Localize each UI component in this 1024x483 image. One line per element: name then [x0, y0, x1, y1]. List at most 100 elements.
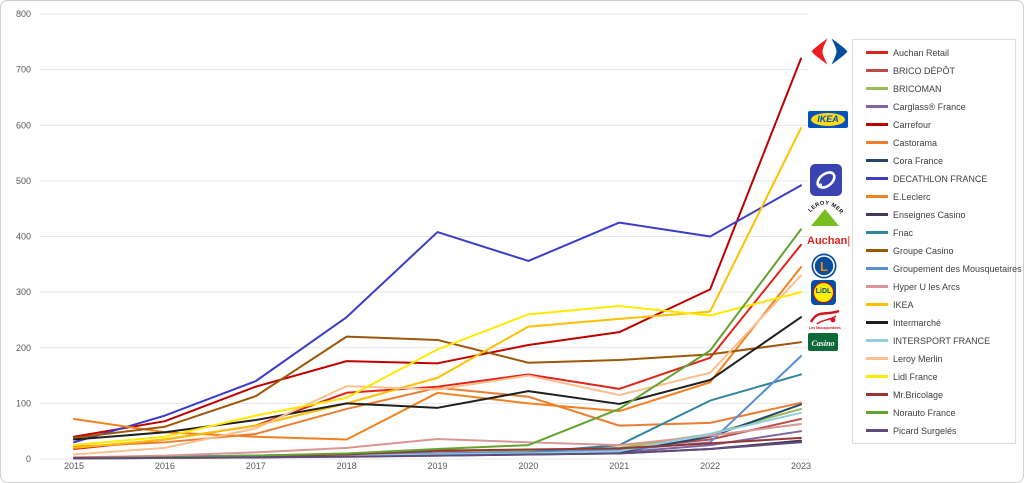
legend-item-leroy-merlin[interactable]: Leroy Merlin — [866, 351, 1015, 366]
x-axis-tick-label: 2015 — [64, 461, 84, 471]
series-line-ikea[interactable] — [73, 127, 802, 449]
legend-swatch-castorama — [866, 141, 888, 144]
legend-swatch-e-leclerc — [866, 195, 888, 198]
legend-item-fnac[interactable]: Fnac — [866, 225, 1015, 240]
x-axis-tick-label: 2016 — [155, 461, 175, 471]
legend-swatch-enseignes-casino — [866, 213, 888, 216]
legend-swatch-carrefour — [866, 123, 888, 126]
leclerc-logo: L — [811, 253, 837, 279]
legend-item-groupe-casino[interactable]: Groupe Casino — [866, 243, 1015, 258]
lidl-logo-text: LiDL — [815, 288, 832, 295]
legend-swatch-picard-surgel-s — [866, 429, 888, 432]
legend-item-carglass-france[interactable]: Carglass® France — [866, 99, 1015, 114]
y-axis-tick-label: 100 — [16, 398, 31, 408]
auchan-logo-bar: | — [847, 235, 851, 247]
casino-logo: Casino — [808, 333, 838, 351]
series-line-leroy-merlin[interactable] — [73, 274, 802, 456]
legend-item-groupement-des-mousquetaires[interactable]: Groupement des Mousquetaires — [866, 261, 1022, 276]
legend-item-bricoman[interactable]: BRICOMAN — [866, 81, 1015, 96]
x-axis-tick-label: 2019 — [427, 461, 447, 471]
legend-label-norauto-france: Norauto France — [893, 407, 956, 418]
legend-label-fnac: Fnac — [893, 227, 914, 238]
legend-label-decathlon-france: DECATHLON FRANCE — [893, 173, 988, 184]
series-line-castorama[interactable] — [73, 386, 802, 448]
legend-item-intermarch[interactable]: Intermarché — [866, 315, 1015, 330]
legend-swatch-carglass-france — [866, 105, 888, 108]
legend-swatch-lidl-france — [866, 375, 888, 378]
series-line-groupe-casino[interactable] — [73, 335, 802, 439]
legend-label-castorama: Castorama — [893, 137, 938, 148]
lidl-logo: LiDL — [811, 280, 836, 305]
ikea-logo-text: IKEA — [817, 114, 839, 124]
legend-swatch-auchan-retail — [866, 51, 888, 54]
x-axis-tick-label: 2023 — [791, 461, 811, 471]
legend-label-brico-d-p-t: BRICO DÉPÔT — [893, 65, 956, 76]
legend-label-cora-france: Cora France — [893, 155, 944, 166]
legend-item-cora-france[interactable]: Cora France — [866, 153, 1015, 168]
series-line-e-leclerc[interactable] — [73, 266, 802, 441]
y-axis-tick-label: 600 — [16, 120, 31, 130]
legend-label-carrefour: Carrefour — [893, 119, 932, 130]
legend-label-bricoman: BRICOMAN — [893, 83, 942, 94]
series-line-carrefour[interactable] — [73, 57, 802, 438]
casino-logo-text: Casino — [811, 339, 835, 348]
legend-item-castorama[interactable]: Castorama — [866, 135, 1015, 150]
legend-swatch-ikea — [866, 303, 888, 306]
legend-item-auchan-retail[interactable]: Auchan Retail — [866, 45, 1015, 60]
series-line-lidl-france[interactable] — [73, 291, 802, 447]
legend-item-intersport-france[interactable]: INTERSPORT FRANCE — [866, 333, 1015, 348]
leclerc-logo-text: L — [820, 259, 828, 274]
x-axis-tick-label: 2021 — [609, 461, 629, 471]
series-line-decathlon-france[interactable] — [73, 184, 802, 444]
legend-swatch-norauto-france — [866, 411, 888, 414]
legend-swatch-groupement-des-mousquetaires — [866, 267, 888, 270]
legend-label-enseignes-casino: Enseignes Casino — [893, 209, 966, 220]
y-axis-tick-label: 300 — [16, 287, 31, 297]
legend-item-brico-d-p-t[interactable]: BRICO DÉPÔT — [866, 63, 1015, 78]
legend-label-groupe-casino: Groupe Casino — [893, 245, 954, 256]
legend-label-groupement-des-mousquetaires: Groupement des Mousquetaires — [893, 263, 1022, 274]
legend-item-mr-bricolage[interactable]: Mr.Bricolage — [866, 387, 1015, 402]
legend-swatch-intermarch — [866, 321, 888, 324]
legend-item-carrefour[interactable]: Carrefour — [866, 117, 1015, 132]
y-axis-tick-label: 400 — [16, 232, 31, 242]
legend-swatch-hyper-u-les-arcs — [866, 285, 888, 288]
legend-swatch-fnac — [866, 231, 888, 234]
legend-swatch-bricoman — [866, 87, 888, 90]
legend-label-intersport-france: INTERSPORT FRANCE — [893, 335, 991, 346]
legend-item-ikea[interactable]: IKEA — [866, 297, 1015, 312]
legend-swatch-groupe-casino — [866, 249, 888, 252]
legend-label-carglass-france: Carglass® France — [893, 101, 966, 112]
legend-swatch-brico-d-p-t — [866, 69, 888, 72]
y-axis-tick-label: 700 — [16, 65, 31, 75]
legend-item-lidl-france[interactable]: Lidl France — [866, 369, 1015, 384]
series-line-intermarch[interactable] — [73, 316, 802, 441]
legend-label-mr-bricolage: Mr.Bricolage — [893, 389, 944, 400]
legend-label-intermarch: Intermarché — [893, 317, 942, 328]
legend-item-decathlon-france[interactable]: DECATHLON FRANCE — [866, 171, 1015, 186]
series-line-picard-surgel-s[interactable] — [73, 441, 802, 460]
legend-label-hyper-u-les-arcs: Hyper U les Arcs — [893, 281, 961, 292]
legend-swatch-decathlon-france — [866, 177, 888, 180]
y-axis-tick-label: 0 — [26, 454, 31, 464]
y-axis-tick-label: 800 — [16, 9, 31, 19]
legend-item-enseignes-casino[interactable]: Enseignes Casino — [866, 207, 1015, 222]
carrefour-logo — [811, 38, 848, 65]
legend-item-picard-surgel-s[interactable]: Picard Surgelés — [866, 423, 1015, 438]
legend-swatch-mr-bricolage — [866, 393, 888, 396]
legend-label-picard-surgel-s: Picard Surgelés — [893, 425, 957, 436]
leroy-merlin-logo: LEROY MERLIN — [805, 195, 844, 228]
auchan-logo-text: Auchan — [807, 235, 848, 247]
legend-label-lidl-france: Lidl France — [893, 371, 938, 382]
legend-item-hyper-u-les-arcs[interactable]: Hyper U les Arcs — [866, 279, 1015, 294]
legend-swatch-intersport-france — [866, 339, 888, 342]
x-axis-tick-label: 2017 — [246, 461, 266, 471]
x-axis-tick-label: 2018 — [337, 461, 357, 471]
series-line-auchan-retail[interactable] — [73, 243, 802, 450]
legend-label-auchan-retail: Auchan Retail — [893, 47, 950, 58]
legend-item-norauto-france[interactable]: Norauto France — [866, 405, 1015, 420]
legend-item-e-leclerc[interactable]: E.Leclerc — [866, 189, 1015, 204]
les-mousquetaires-logo-text: Les Mousquetaires — [809, 326, 841, 330]
